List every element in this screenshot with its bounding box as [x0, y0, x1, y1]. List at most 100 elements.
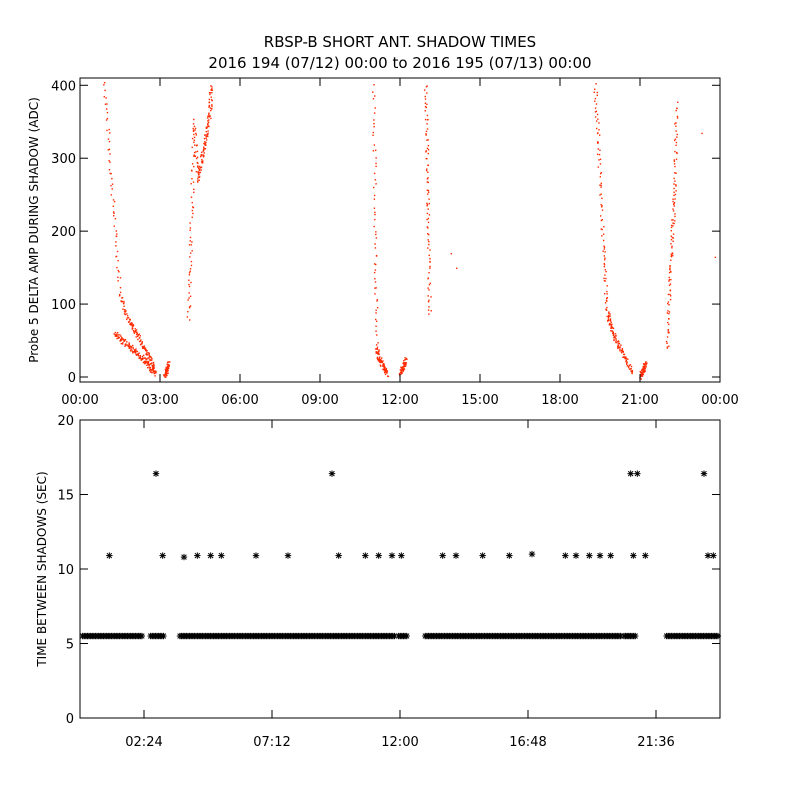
top-data-point — [673, 194, 675, 197]
top-data-point — [191, 206, 194, 208]
top-data-point — [666, 347, 669, 349]
top-data-point — [105, 119, 108, 121]
gap-marker — [362, 552, 369, 559]
top-data-point — [130, 348, 132, 351]
top-data-point — [194, 129, 196, 131]
top-data-point — [117, 334, 120, 336]
top-data-point — [642, 363, 645, 365]
top-data-point — [602, 250, 604, 252]
top-data-point — [375, 233, 377, 236]
top-data-point — [200, 169, 202, 171]
top-data-point — [146, 354, 148, 356]
top-data-point — [166, 374, 168, 377]
top-data-point — [163, 375, 166, 377]
top-data-point — [191, 241, 193, 243]
top-data-point — [425, 134, 427, 136]
top-data-point — [669, 283, 672, 285]
top-data-point — [598, 129, 600, 131]
top-data-point — [673, 187, 675, 190]
top-data-point — [380, 361, 382, 364]
top-data-point — [148, 363, 151, 366]
top-data-point — [424, 95, 426, 98]
top-data-point — [429, 249, 431, 251]
top-isolated-point — [450, 253, 453, 255]
top-data-point — [645, 364, 647, 366]
top-data-point — [111, 183, 114, 185]
top-data-point — [124, 309, 126, 311]
top-data-point — [164, 369, 167, 372]
top-data-point — [405, 357, 408, 360]
top-data-point — [426, 218, 428, 221]
bottom-x-tick-label: 07:12 — [253, 735, 290, 750]
top-data-point — [672, 208, 674, 210]
top-data-point — [669, 295, 672, 297]
top-data-point — [127, 345, 129, 348]
top-data-point — [674, 220, 676, 222]
top-isolated-point — [456, 267, 458, 270]
top-data-point — [426, 203, 429, 206]
gap-marker — [439, 552, 446, 559]
top-data-point — [124, 313, 126, 316]
top-data-point — [593, 91, 595, 94]
top-data-point — [107, 138, 110, 140]
top-data-point — [122, 338, 125, 341]
top-data-point — [132, 330, 135, 332]
top-data-point — [616, 341, 619, 343]
top-data-point — [375, 183, 377, 185]
top-data-point — [611, 323, 613, 326]
top-data-point — [192, 123, 195, 125]
top-data-point — [130, 346, 133, 348]
top-data-point — [132, 324, 134, 327]
top-data-point — [197, 180, 199, 182]
top-data-point — [600, 228, 603, 230]
top-data-point — [147, 363, 149, 365]
top-data-point — [117, 280, 119, 282]
top-data-point — [643, 366, 646, 369]
top-data-point — [375, 344, 378, 346]
top-data-point — [428, 271, 430, 274]
top-data-point — [429, 265, 431, 268]
top-data-point — [668, 345, 670, 347]
top-data-point — [115, 235, 117, 237]
top-data-point — [673, 159, 675, 161]
top-data-point — [112, 199, 115, 201]
bottom-axis-ticks: 02:24 07:12 12:00 16:48 21:36 0 5 10 15 20 — [57, 414, 720, 750]
top-data-point — [675, 190, 677, 192]
top-data-point — [167, 366, 170, 369]
top-data-point — [193, 136, 196, 139]
top-data-point — [116, 266, 118, 269]
top-data-point — [189, 229, 191, 231]
top-data-point — [430, 310, 432, 312]
top-data-point — [673, 202, 675, 205]
top-data-point — [384, 368, 386, 370]
gap-marker — [106, 552, 113, 559]
top-data-point — [143, 347, 145, 350]
top-series-decay-2 — [372, 84, 390, 378]
top-data-point — [609, 319, 612, 321]
top-data-point — [620, 349, 623, 352]
top-data-point — [625, 359, 628, 362]
top-data-point — [403, 362, 405, 364]
top-data-point — [595, 127, 598, 130]
top-data-point — [599, 149, 601, 151]
top-data-point — [377, 350, 379, 353]
top-data-point — [207, 120, 209, 122]
top-data-point — [427, 239, 429, 241]
top-data-point — [608, 312, 610, 314]
gap-marker — [194, 552, 201, 559]
top-data-point — [605, 270, 607, 273]
top-data-point — [403, 360, 405, 362]
top-data-point — [607, 319, 610, 322]
top-data-point — [674, 165, 676, 168]
top-data-point — [162, 374, 165, 376]
top-data-point — [140, 358, 142, 361]
top-data-point — [166, 368, 169, 371]
top-series-decay-1a — [103, 82, 157, 377]
top-data-point — [135, 329, 138, 331]
top-data-point — [135, 354, 138, 356]
top-data-point — [427, 144, 430, 147]
top-data-point — [669, 289, 672, 291]
top-data-point — [595, 83, 597, 85]
top-data-point — [670, 253, 672, 256]
top-y-tick-label: 400 — [51, 79, 76, 94]
